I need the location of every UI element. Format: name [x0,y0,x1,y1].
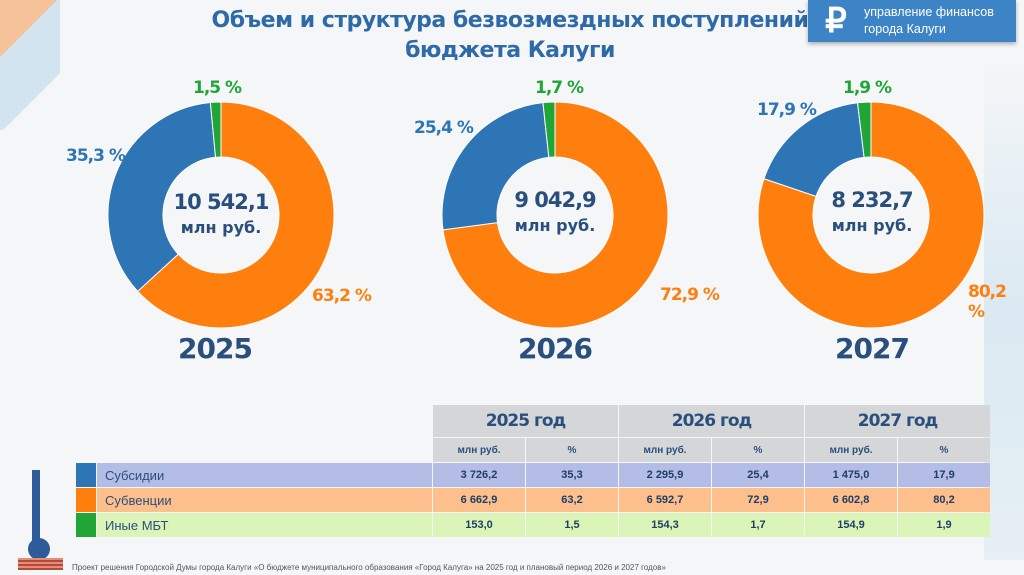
cell: 154,9 [805,513,897,537]
swatch [76,488,96,512]
cell: 1,9 [898,513,990,537]
slice-2026-subventions [442,101,669,329]
table-row: Субвенции 6 662,9 63,2 6 592,7 72,9 6 602,8 8… [76,488,990,512]
label-2025-subventions: 63,2 % [312,286,372,306]
year-header: 2026 год [619,405,804,437]
brand-line2: города Калуги [864,22,946,36]
cell: 154,3 [619,513,711,537]
cell: 80,2 [898,488,990,512]
label-2027-subsidies: 17,9 % [757,100,817,120]
brand-line1: управление финансов [864,5,994,19]
row-label: Субсидии [97,463,432,487]
cell: 153,0 [433,513,525,537]
cell: 35,3 [526,463,618,487]
cell: 6 592,7 [619,488,711,512]
label-2026-subsidies: 25,4 % [414,118,474,138]
label-2027-subventions: 80,2 % [968,282,1007,322]
col-amount: млн руб. [805,438,897,462]
col-pct: % [526,438,618,462]
label-2025-subsidies: 35,3 % [66,146,126,166]
slice-2026-subsidies [441,102,550,231]
label-2026-subventions: 72,9 % [660,285,720,305]
year-header: 2027 год [805,405,990,437]
ruble-icon: ₽ [825,2,847,40]
table-row: Субсидии 3 726,2 35,3 2 295,9 25,4 1 475,0 17… [76,463,990,487]
slice-2025-other [209,101,222,158]
total-2025: 10 542,1 млн руб. [173,190,270,237]
page-title: Объем и структура безвозмездных поступле… [211,8,809,63]
label-2025-other: 1,5 % [193,78,242,98]
total-2027: 8 232,7 млн руб. [831,188,913,235]
cell: 25,4 [712,463,804,487]
year-2027: 2027 [835,332,910,365]
cell: 1 475,0 [805,463,897,487]
footer-note: Проект решения Городской Думы города Кал… [72,563,666,572]
slice-2027-subventions [757,101,985,329]
brand-logo: ₽ управление финансов города Калуги [808,0,1016,42]
slice-2026-other [542,101,556,158]
decor-shapes [0,0,60,130]
cell: 3 726,2 [433,463,525,487]
label-2027-other: 1,9 % [843,78,892,98]
cell: 17,9 [898,463,990,487]
cell: 63,2 [526,488,618,512]
slice-2025-subsidies [107,101,217,293]
row-label: Субвенции [97,488,432,512]
year-header: 2025 год [433,405,618,437]
col-amount: млн руб. [433,438,525,462]
label-2026-other: 1,7 % [535,78,584,98]
swatch [76,463,96,487]
slice-2025-subventions [136,101,335,329]
year-2025: 2025 [178,332,253,365]
cell: 2 295,9 [619,463,711,487]
year-2026: 2026 [518,332,593,365]
donut-charts [107,101,985,329]
cell: 6 662,9 [433,488,525,512]
cell: 6 602,8 [805,488,897,512]
row-label: Иные МБТ [97,513,432,537]
col-pct: % [712,438,804,462]
slice-2027-other [856,101,872,158]
swatch [76,513,96,537]
cell: 1,5 [526,513,618,537]
col-pct: % [898,438,990,462]
cell: 1,7 [712,513,804,537]
col-amount: млн руб. [619,438,711,462]
decor-shapes-right [984,60,1024,560]
monument-icon [18,470,63,570]
data-table: 2025 год 2026 год 2027 год млн руб.% млн… [75,404,991,538]
table-row: Иные МБТ 153,0 1,5 154,3 1,7 154,9 1,9 [76,513,990,537]
cell: 72,9 [712,488,804,512]
total-2026: 9 042,9 млн руб. [514,188,596,235]
